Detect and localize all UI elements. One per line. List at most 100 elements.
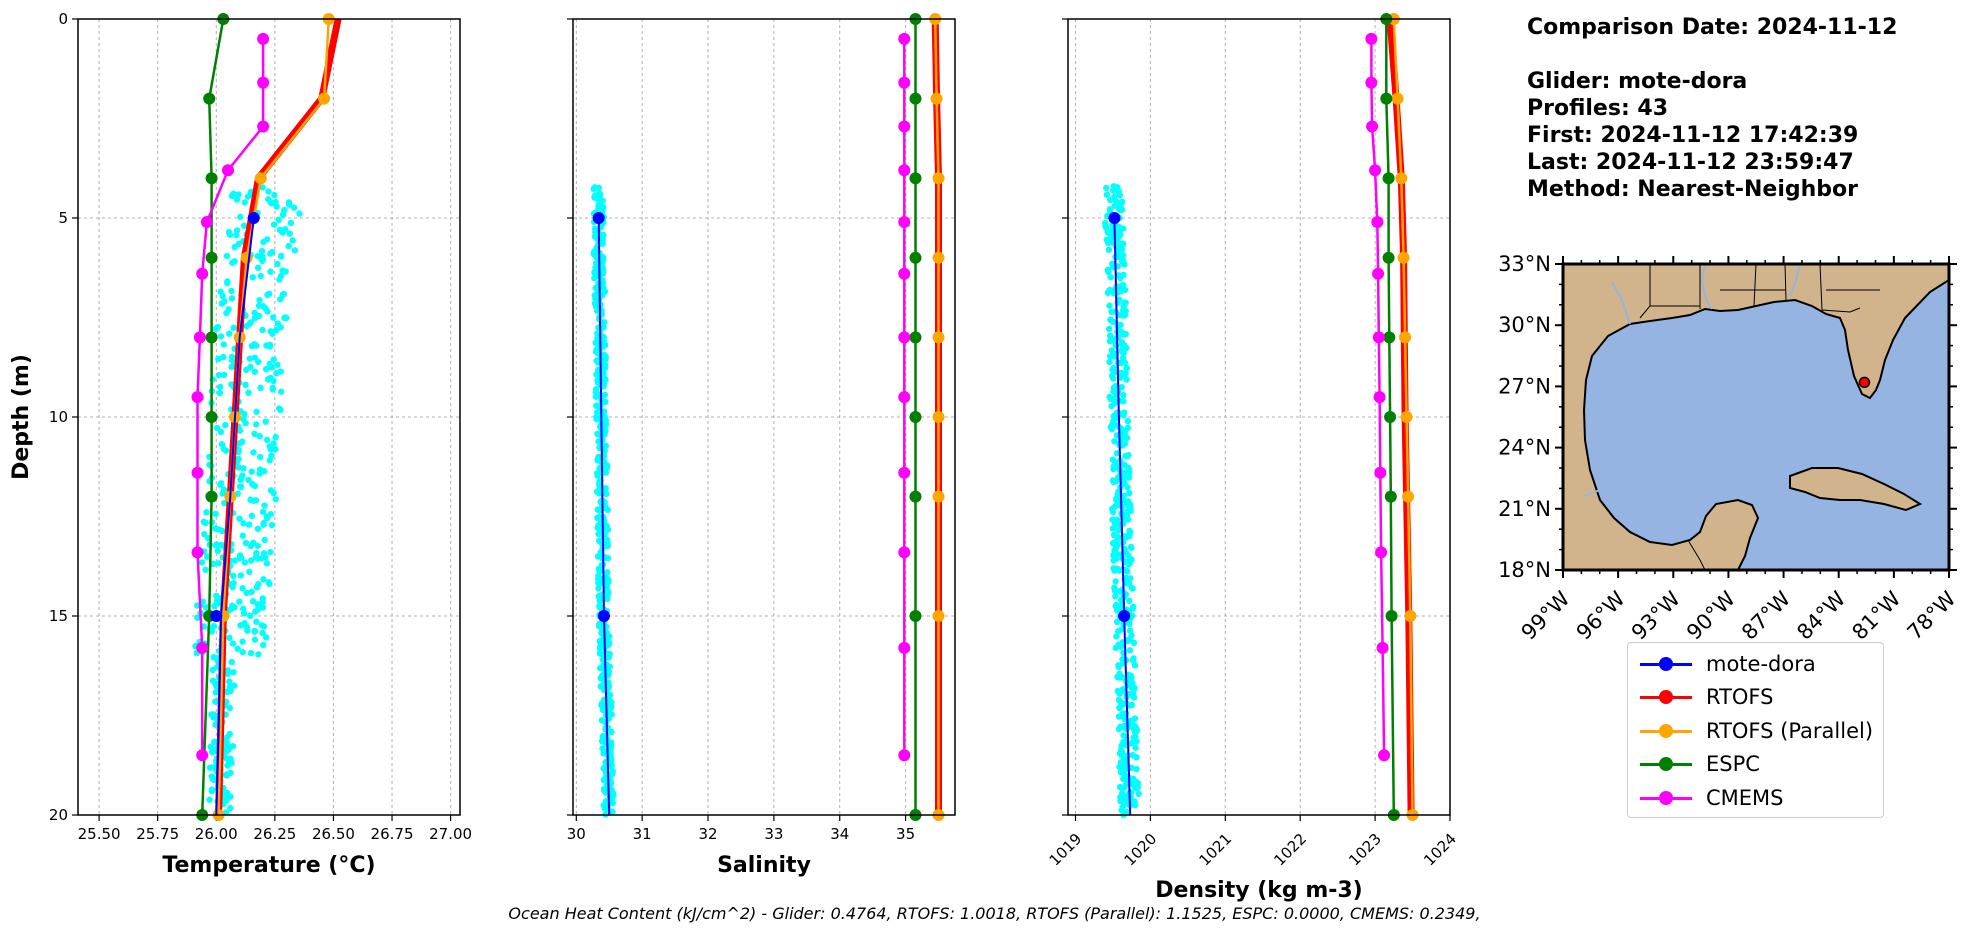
glider-observation-point [281,314,288,322]
series-point-cmems [1376,641,1389,654]
glider-observation-point [225,228,233,236]
glider-observation-point [1120,732,1127,739]
glider-observation-point [239,638,246,645]
glider-observation-point [1125,451,1132,459]
glider-observation-point [1115,567,1122,574]
glider-observation-point [244,627,251,634]
series-point-cmems [191,546,204,559]
x-tick-label: 1023 [1345,830,1385,870]
glider-observation-point [278,252,285,260]
glider-observation-point [608,728,615,736]
legend-label: CMEMS [1706,785,1784,810]
glider-observation-point [592,393,600,400]
glider-observation-point [1113,618,1121,626]
glider-observation-point [203,604,210,611]
glider-observation-point [1118,339,1126,346]
glider-observation-point [255,312,263,320]
glider-observation-point [219,527,226,535]
x-axis-label: Density (kg m-3) [1155,878,1363,903]
legend-swatch [1636,790,1696,805]
glider-observation-point [267,548,274,556]
glider-observation-point [267,446,274,453]
series-point-mote-dora [1118,610,1131,622]
x-tick-label: 1021 [1195,830,1235,870]
glider-observation-point [264,436,271,444]
glider-observation-point [219,292,226,300]
glider-observation-point [595,585,602,592]
series-point-mote-dora [597,610,610,622]
series-point-cmems [898,749,911,762]
glider-observation-point [209,746,217,753]
glider-observation-point [250,497,257,504]
glider-observation-point [258,247,266,255]
glider-observation-point [596,191,604,199]
glider-observation-point [1112,578,1119,585]
glider-observation-point [265,578,272,586]
glider-observation-point [1113,550,1120,558]
glider-observation-point [599,207,606,214]
glider-observation-point [1105,246,1113,253]
glider-observation-point [194,614,201,621]
axes-frame [1067,18,1451,816]
series-point-cmems [191,466,204,479]
series-point-espc [205,251,218,264]
glider-observation-point [247,557,255,564]
glider-observation-point [1106,337,1114,345]
series-point-cmems [898,466,911,479]
glider-observation-point [1112,644,1120,652]
glider-observation-point [604,542,611,550]
series-point-espc [205,411,218,423]
series-point-cmems [221,164,234,177]
glider-observation-point [242,366,250,374]
glider-observation-point [1120,349,1127,357]
glider-observation-point [1128,739,1135,747]
glider-observation-point [1126,647,1134,654]
glider-observation-point [1109,477,1117,484]
glider-observation-point [215,355,222,363]
glider-observation-point [248,468,255,475]
series-point-cmems [898,267,911,280]
glider-observation-point [605,576,612,583]
series-point-cmems [898,546,911,559]
glider-observation-point [285,201,293,208]
glider-observation-point [203,509,210,516]
series-point-cmems [196,267,209,280]
series-point-espc [205,172,218,185]
glider-observation-point [1131,798,1138,805]
glider-observation-point [1126,702,1133,709]
glider-observation-point [592,252,599,259]
glider-observation-point [263,236,271,243]
glider-observation-point [1113,516,1121,523]
glider-observation-point [277,388,285,395]
glider-observation-point [1106,332,1114,339]
legend-swatch [1636,656,1696,671]
glider-observation-point [1132,744,1139,751]
last-time: Last: 2024-11-12 23:59:47 [1527,150,1854,175]
glider-observation-point [1120,252,1127,259]
glider-observation-point [259,629,266,637]
glider-observation-point [1121,359,1129,366]
series-point-cmems [193,331,206,344]
series-point-rtofs-parallel- [1399,331,1412,344]
x-tick-label: 31 [633,825,652,843]
glider-observation-point [270,356,277,363]
glider-observation-point [252,608,259,615]
series-line-cmems [196,38,265,756]
series-point-espc [205,490,218,503]
glider-observation-point [238,483,245,491]
glider-observation-point [1109,525,1117,532]
glider-observation-point [225,757,233,764]
glider-observation-point [242,381,249,389]
series-point-cmems [196,749,209,762]
glider-observation-point [1123,376,1130,383]
glider-observation-point [249,598,257,605]
glider-observation-point [604,569,611,576]
map-lon-label: 96°W [1572,586,1630,644]
glider-observation-point [1133,726,1141,734]
series-point-espc [205,331,218,344]
glider-observation-point [208,773,215,780]
glider-observation-point [604,595,611,603]
glider-observation-point [1106,302,1113,309]
glider-observation-point [235,464,242,471]
glider-observation-point [223,734,231,741]
